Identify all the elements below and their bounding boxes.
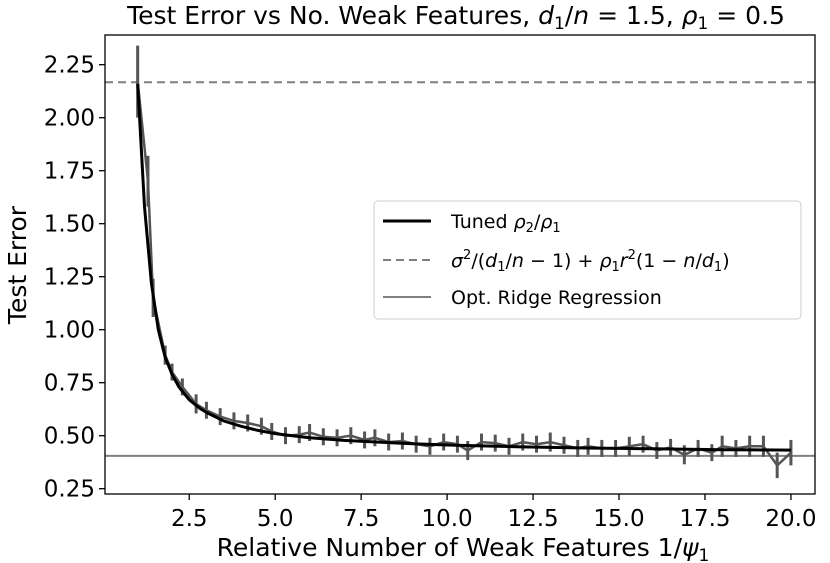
title-text: Test Error vs No. Weak Features,: [126, 1, 538, 30]
x-tick-label: 12.5: [507, 506, 558, 532]
y-tick-label: 1.00: [44, 318, 95, 344]
y-tick-label: 1.25: [44, 265, 95, 291]
x-tick-label: 7.5: [343, 506, 380, 532]
y-tick-label: 2.00: [44, 106, 95, 132]
legend-entry-ridge: Opt. Ridge Regression: [451, 287, 662, 309]
legend-entry-bound: σ2/(d1/n − 1) + ρ1r2(1 − n/d1): [451, 248, 730, 275]
y-tick-label: 0.25: [44, 477, 95, 503]
plot-area: [105, 45, 815, 479]
empirical-line: [136, 81, 792, 468]
y-axis-label: Test Error: [3, 205, 32, 325]
x-tick-label: 10.0: [421, 506, 472, 532]
axes-frame: [104, 34, 816, 495]
legend: Tuned ρ2/ρ1 σ2/(d1/n − 1) + ρ1r2(1 − n/d…: [373, 200, 802, 320]
x-axis-label: Relative Number of Weak Features 1/ψ1: [217, 533, 710, 563]
axis-ticks: 2.5 5.0 7.5 10.0 12.5 15.0 17.5 20.0 0.25 0.50 0.7…: [44, 53, 817, 532]
y-tick-label: 0.50: [44, 424, 95, 450]
y-tick-label: 2.25: [44, 53, 95, 79]
tuned-curve: [136, 83, 791, 452]
legend-entry-tuned: Tuned ρ2/ρ1: [450, 211, 561, 236]
y-tick-label: 1.50: [44, 212, 95, 238]
x-tick-label: 2.5: [171, 506, 208, 532]
y-tick-label: 1.75: [44, 159, 95, 185]
legend-box: [373, 200, 802, 320]
y-tick-label: 0.75: [44, 371, 95, 397]
chart-title: Test Error vs No. Weak Features, d1/n = …: [126, 1, 785, 34]
x-tick-label: 5.0: [257, 506, 294, 532]
x-tick-label: 20.0: [765, 506, 816, 532]
x-tick-label: 15.0: [593, 506, 644, 532]
x-tick-label: 17.5: [679, 506, 730, 532]
